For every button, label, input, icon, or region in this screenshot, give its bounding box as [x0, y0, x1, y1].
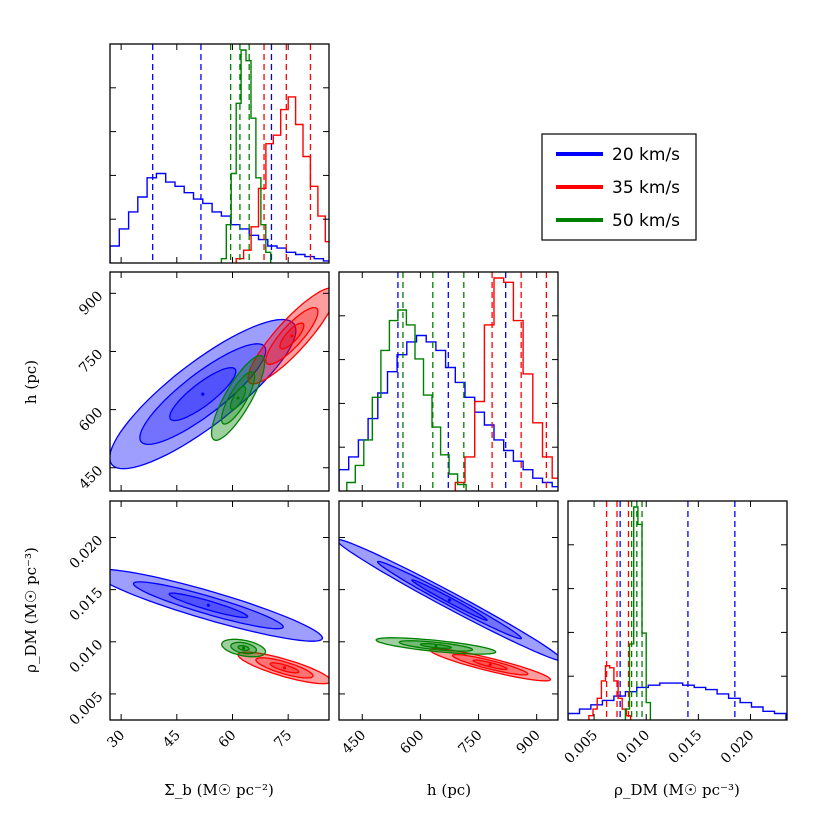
- ytick-label-h-3: 900: [76, 288, 106, 318]
- ytick-label-h-1: 600: [76, 405, 106, 435]
- contour-center-rho_vs_h-2: [434, 644, 438, 648]
- xtick-label-rho_dm-1: 0.010: [614, 727, 654, 767]
- contour-h_vs_sigma-1-level-0: [247, 287, 329, 385]
- panel-frame-2-2: [567, 500, 788, 721]
- legend-label-20: 20 km/s: [612, 145, 680, 165]
- hist-step-rho_dm-2: [624, 506, 652, 720]
- xtick-label-rho_dm-3: 0.020: [718, 727, 758, 767]
- ytick-label-rho_dm-2: 0.015: [67, 585, 107, 625]
- hist-step-sigma_b-0: [110, 172, 329, 263]
- histogram-h: [339, 272, 558, 491]
- xtick-label-sigma_b-3: 75: [271, 727, 295, 751]
- xaxis-label-sigma_b: Σ_b (M☉ pc⁻²): [164, 781, 274, 799]
- histogram-rho_dm: [568, 501, 787, 720]
- ytick-label-rho_dm-0: 0.005: [67, 689, 107, 729]
- legend-label-50: 50 km/s: [612, 211, 680, 231]
- histogram-sigma_b: [110, 44, 329, 263]
- ytick-label-h-2: 750: [76, 347, 106, 377]
- ytick-label-h-0: 450: [76, 463, 106, 493]
- hist-step-sigma_b-1: [235, 96, 329, 263]
- hist-step-sigma_b-2: [220, 49, 272, 263]
- xtick-label-h-0: 450: [339, 727, 369, 757]
- panel-frame-1-2: [338, 500, 559, 721]
- contour-center-h_vs_sigma-0: [201, 392, 205, 396]
- xtick-label-h-1: 600: [397, 727, 427, 757]
- hist-step-h-1: [454, 277, 558, 491]
- contour-center-rho_vs_sigma-1: [282, 666, 287, 670]
- panel-frame-0-0: [109, 43, 330, 264]
- xtick-label-sigma_b-1: 45: [160, 727, 184, 751]
- ytick-label-rho_dm-3: 0.020: [67, 533, 107, 573]
- hist-step-h-2: [346, 309, 467, 491]
- xtick-label-rho_dm-0: 0.005: [561, 727, 601, 767]
- panel-frame-0-2: [109, 500, 330, 721]
- xtick-label-rho_dm-2: 0.015: [666, 727, 706, 767]
- xaxis-label-h: h (pc): [427, 781, 471, 799]
- hist-step-h-0: [339, 334, 558, 491]
- xaxis-label-rho_dm: ρ_DM (M☉ pc⁻³): [614, 781, 740, 799]
- contour-panel-rho_vs_sigma: [110, 568, 329, 685]
- contour-rho_vs_sigma-0-level-0: [110, 568, 324, 642]
- ytick-label-rho_dm-1: 0.010: [67, 637, 107, 677]
- xtick-label-h-3: 900: [514, 727, 544, 757]
- contour-center-h_vs_sigma-1: [290, 334, 294, 338]
- hist-step-rho_dm-0: [568, 682, 787, 720]
- panel-frame-0-1: [109, 271, 330, 492]
- contour-center-rho_vs_h-0: [447, 598, 452, 602]
- contour-center-rho_vs_sigma-2: [242, 646, 246, 650]
- yaxis-label-rho_dm: ρ_DM (M☉ pc⁻³): [22, 547, 40, 673]
- contour-center-rho_vs_h-1: [488, 663, 492, 667]
- hist-step-rho_dm-1: [588, 665, 632, 720]
- contour-center-rho_vs_sigma-0: [206, 603, 210, 607]
- contour-panel-h_vs_sigma: [110, 287, 329, 470]
- yaxis-label-h: h (pc): [22, 360, 40, 404]
- legend: 20 km/s 35 km/s 50 km/s: [541, 133, 697, 241]
- panel-frame-1-1: [338, 271, 559, 492]
- contour-panel-rho_vs_h: [339, 538, 558, 682]
- legend-label-35: 35 km/s: [612, 178, 680, 198]
- xtick-label-sigma_b-0: 30: [104, 727, 128, 751]
- xtick-label-sigma_b-2: 60: [216, 727, 240, 751]
- contour-center-h_vs_sigma-2: [236, 396, 240, 400]
- xtick-label-h-2: 750: [455, 727, 485, 757]
